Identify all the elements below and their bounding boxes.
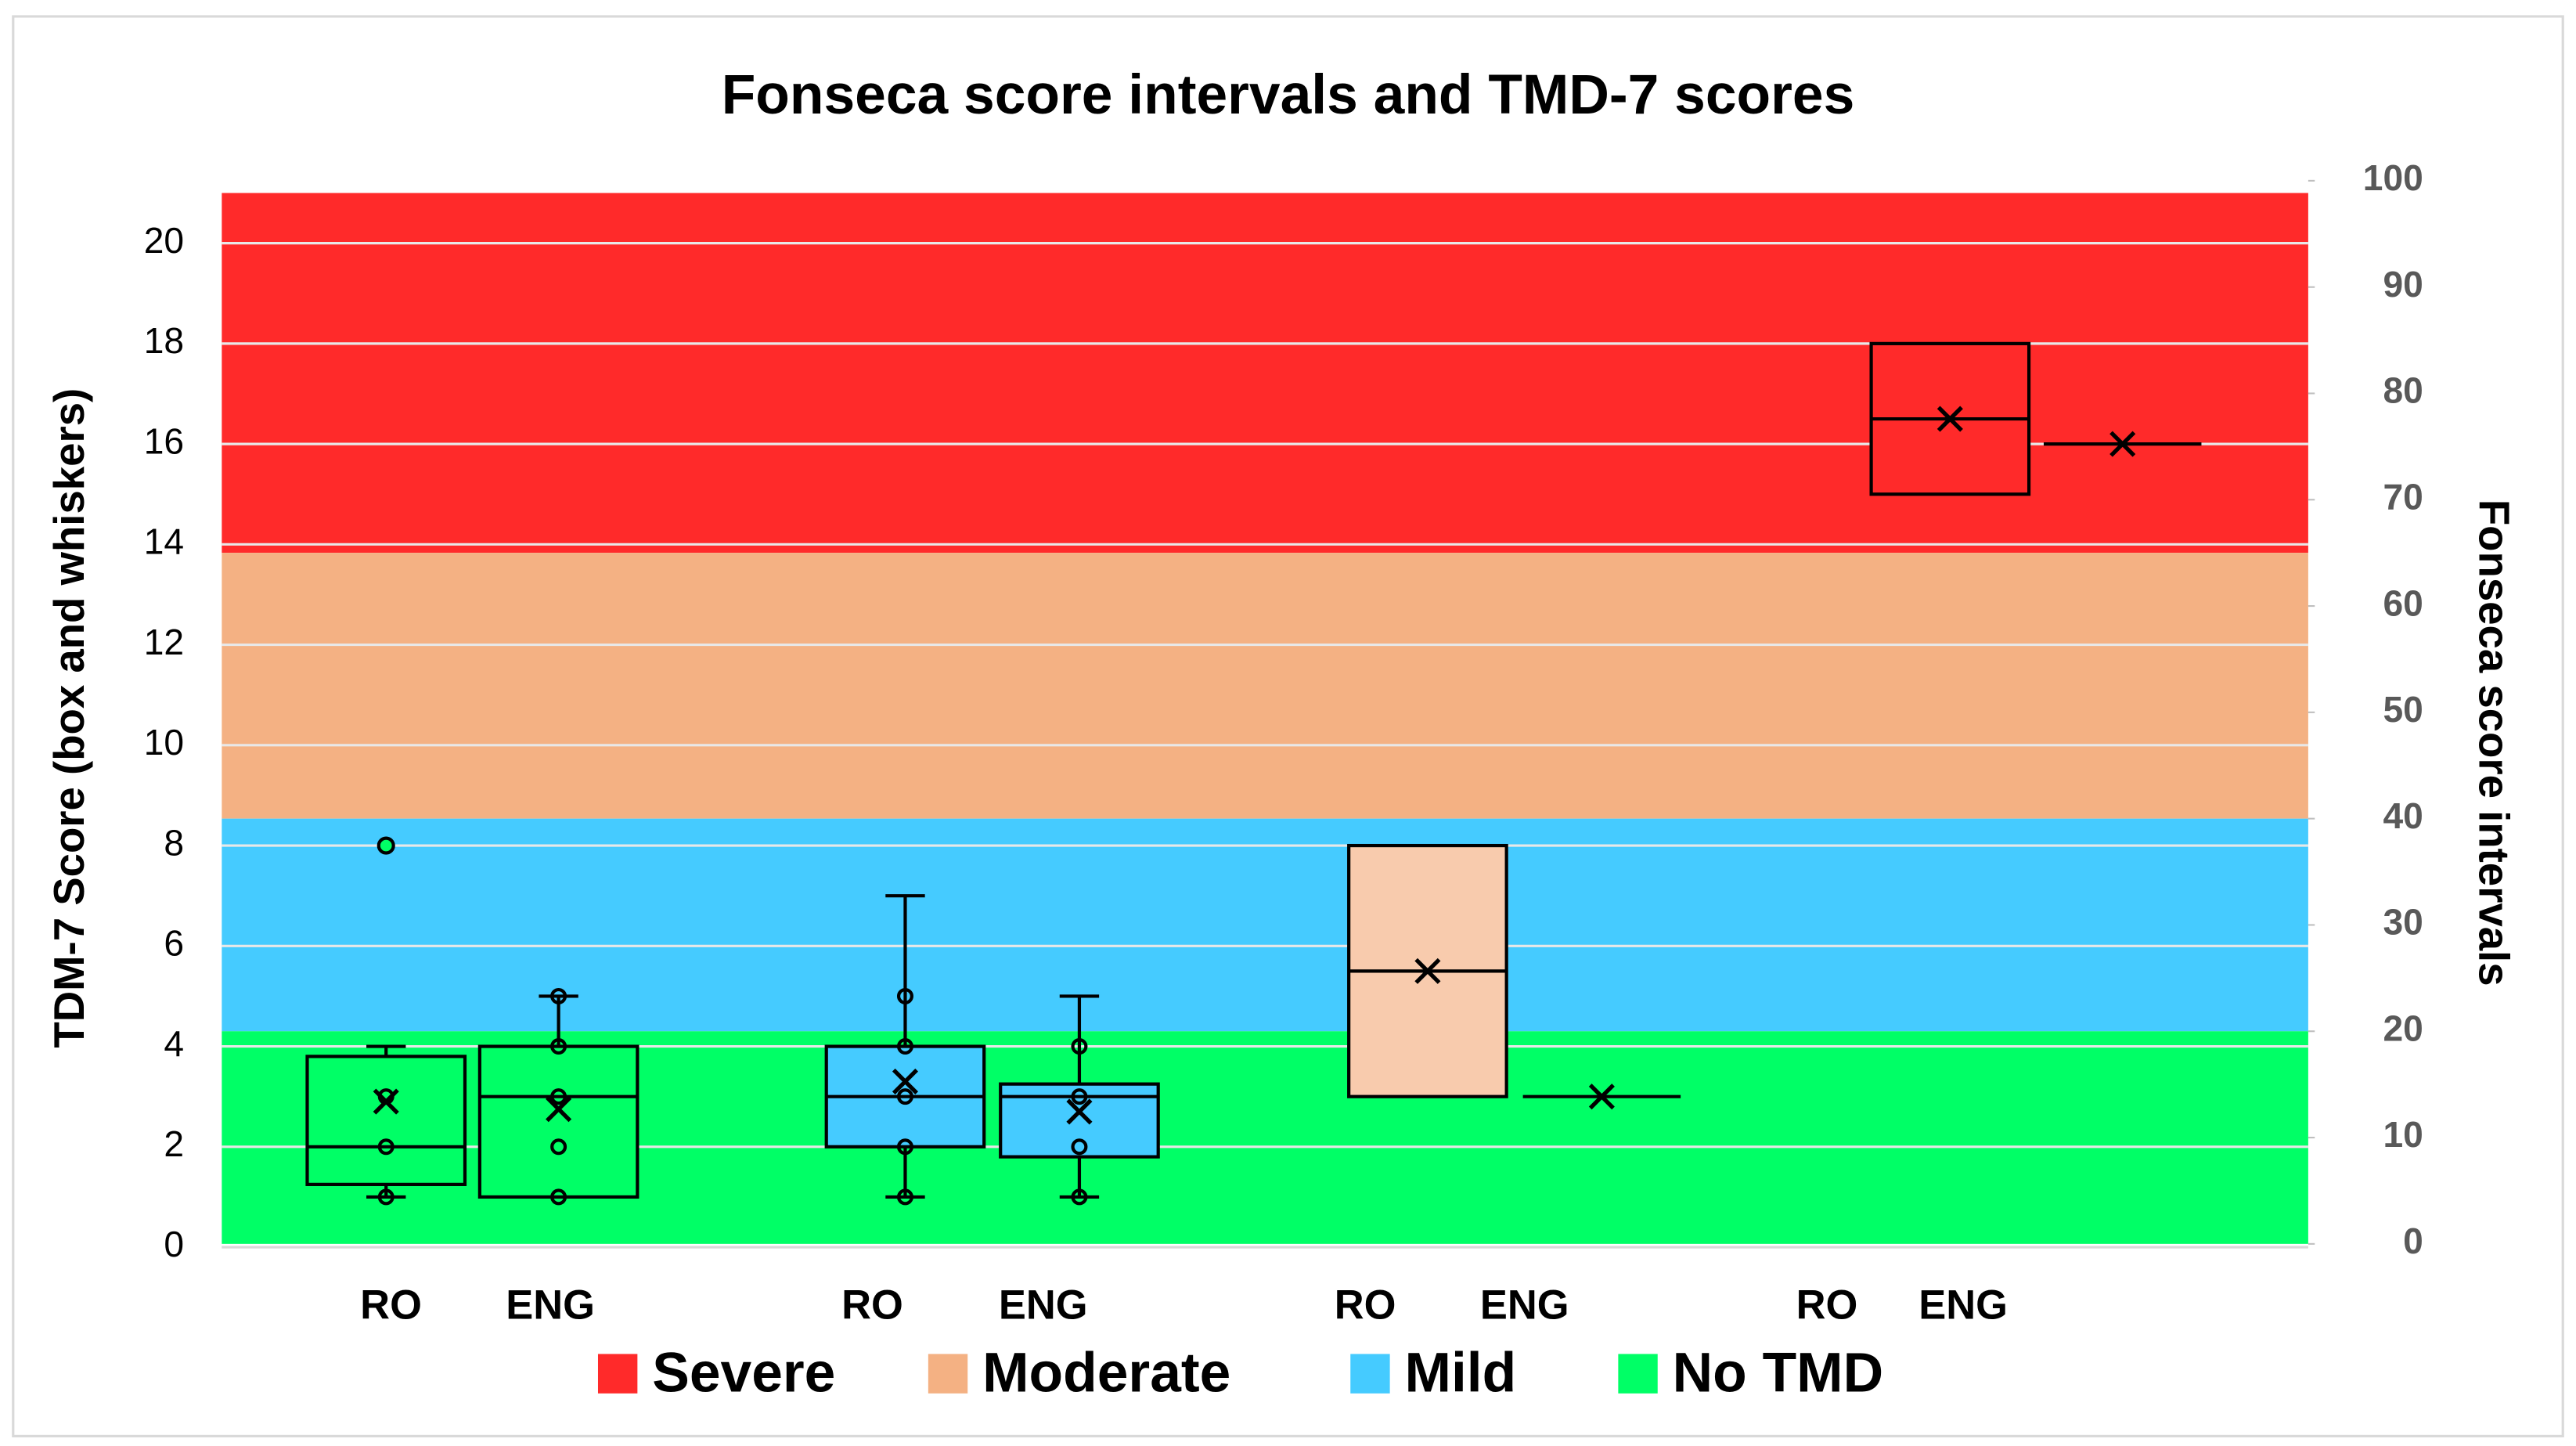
mean-marker xyxy=(2109,431,2136,457)
y2-tick-label: 10 xyxy=(2383,1114,2423,1155)
y-tick-label: 14 xyxy=(144,521,184,562)
legend-label: No TMD xyxy=(1673,1342,1884,1405)
mean-marker xyxy=(1937,406,1963,432)
box-plot xyxy=(1522,1084,1681,1110)
x-tick-label: ENG xyxy=(1480,1283,1569,1329)
data-point xyxy=(896,1088,913,1105)
x-tick-label: ENG xyxy=(1918,1283,2008,1329)
data-point xyxy=(896,1138,913,1156)
legend-swatch xyxy=(1618,1354,1658,1394)
x-tick-label: RO xyxy=(360,1283,422,1329)
x-tick-label: RO xyxy=(1335,1283,1396,1329)
data-point xyxy=(1071,1038,1088,1055)
mean-marker xyxy=(1066,1098,1093,1125)
data-point xyxy=(377,1188,395,1206)
y-tick-label: 8 xyxy=(164,822,184,863)
y2-tick-label: 60 xyxy=(2383,582,2423,623)
y-tick-label: 20 xyxy=(144,220,184,261)
x-tick-label: RO xyxy=(1796,1283,1858,1329)
x-tick-label: ENG xyxy=(506,1283,595,1329)
y2-tick-label: 20 xyxy=(2383,1008,2423,1048)
box xyxy=(477,1044,639,1199)
box xyxy=(305,1055,467,1186)
legend-swatch xyxy=(928,1354,968,1394)
chart-title: Fonseca score intervals and TMD-7 scores xyxy=(722,63,1855,126)
box-plot xyxy=(305,836,467,1206)
data-point xyxy=(896,1038,913,1055)
data-point xyxy=(550,1088,567,1105)
y-tick-label: 12 xyxy=(144,622,184,662)
band xyxy=(222,553,2308,819)
data-point xyxy=(550,1188,567,1206)
box-plot xyxy=(824,894,986,1206)
x-tick-label: RO xyxy=(841,1283,903,1329)
y2-tick-label: 0 xyxy=(2403,1221,2423,1261)
y2-tick-label: 50 xyxy=(2383,689,2423,730)
box-plot xyxy=(2043,431,2202,457)
y-tick-label: 2 xyxy=(164,1123,184,1164)
y-tick-label: 18 xyxy=(144,320,184,361)
legend-label: Severe xyxy=(652,1342,835,1405)
mean-marker xyxy=(1414,957,1441,984)
legend-label: Moderate xyxy=(982,1342,1230,1405)
legend-swatch xyxy=(597,1354,638,1394)
legend-swatch xyxy=(1350,1354,1390,1394)
y2-tick-label: 80 xyxy=(2383,370,2423,411)
band xyxy=(222,818,2308,1032)
mean-marker xyxy=(1588,1084,1615,1110)
outlier xyxy=(376,836,395,855)
mean-marker xyxy=(892,1068,919,1094)
data-point xyxy=(550,1138,567,1156)
mean-marker xyxy=(373,1088,399,1115)
box-plot xyxy=(477,987,639,1206)
y-tick-label: 10 xyxy=(144,722,184,763)
y2-tick-label: 100 xyxy=(2363,157,2423,198)
y2-tick-label: 70 xyxy=(2383,476,2423,517)
y-axis-label: TDM-7 Score (box and whiskers) xyxy=(45,388,93,1048)
y-tick-label: 6 xyxy=(164,923,184,964)
mean-marker xyxy=(546,1096,572,1123)
data-point xyxy=(896,987,913,1004)
y2-tick-label: 90 xyxy=(2383,264,2423,305)
y2-tick-label: 40 xyxy=(2383,795,2423,836)
data-point xyxy=(1071,1188,1088,1206)
box-plot xyxy=(1347,843,1508,1098)
data-point xyxy=(550,987,567,1004)
box-plot xyxy=(999,994,1160,1206)
y2-axis-label: Fonseca score intervals xyxy=(2470,499,2517,986)
data-point xyxy=(1071,1138,1088,1156)
x-tick-label: ENG xyxy=(999,1283,1088,1329)
y-tick-label: 0 xyxy=(164,1224,184,1264)
data-point xyxy=(377,1138,395,1156)
data-point xyxy=(896,1188,913,1206)
y-tick-label: 4 xyxy=(164,1023,184,1064)
data-point xyxy=(1071,1088,1088,1105)
box-plot xyxy=(1869,341,2031,496)
legend-label: Mild xyxy=(1405,1342,1517,1405)
y-tick-label: 16 xyxy=(144,420,184,461)
y2-tick-label: 30 xyxy=(2383,902,2423,943)
data-point xyxy=(550,1038,567,1055)
